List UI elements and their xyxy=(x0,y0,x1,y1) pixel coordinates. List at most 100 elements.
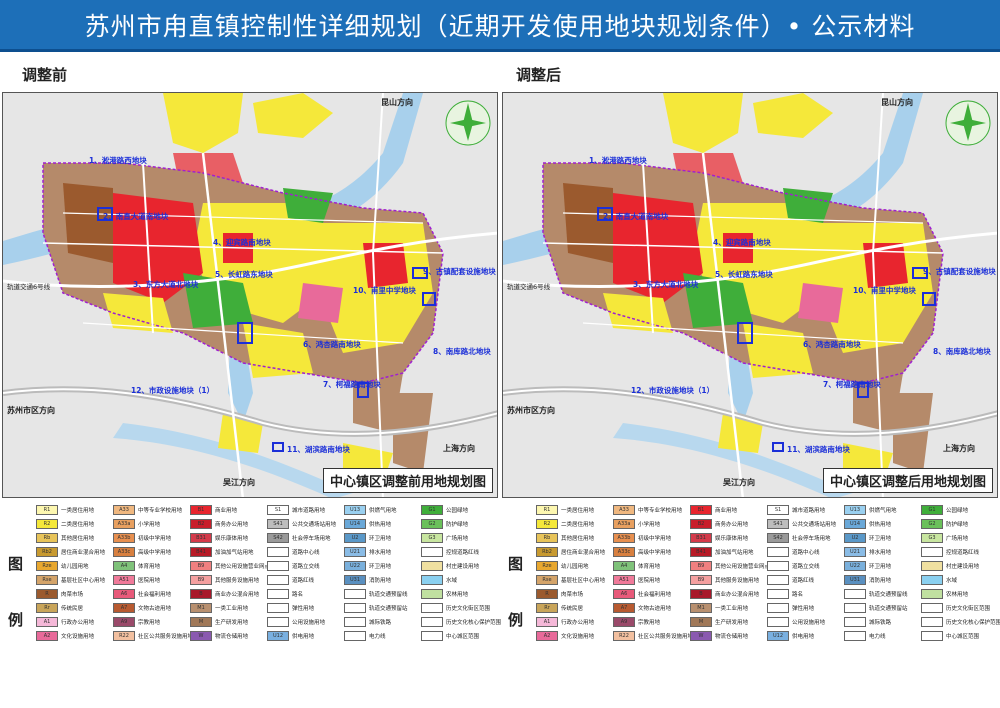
legend-item: R22 社区公共服务设施用地 xyxy=(613,630,693,642)
legend-swatch: B41 xyxy=(690,547,712,557)
legend-item: Rr 传统民居 xyxy=(36,602,83,614)
parcel-label-6: 6、鸿杏路南地块 xyxy=(803,340,861,349)
legend-label: 道路红线 xyxy=(292,578,315,584)
legend-swatch xyxy=(421,589,443,599)
legend-item: U2 环卫用地 xyxy=(344,532,391,544)
legend-swatch xyxy=(844,589,866,599)
legend-item: U21 排水用地 xyxy=(844,546,891,558)
rail-line-label: 轨道交通6号线 xyxy=(507,283,551,291)
legend-label: 文化设施用地 xyxy=(61,634,95,640)
legend-label: 环卫用地 xyxy=(369,564,392,570)
parcel-label-10: 10、甫里中学地块 xyxy=(353,286,416,295)
legend-swatch xyxy=(344,631,366,641)
legend-swatch: A2 xyxy=(36,631,58,641)
parcel-label-8: 8、南库路北地块 xyxy=(433,347,491,356)
legend-label: 生产研发用地 xyxy=(715,620,749,626)
legend-swatch: A4 xyxy=(113,561,135,571)
legend-label: 传统民居 xyxy=(561,606,584,612)
legend-swatch xyxy=(267,575,289,585)
legend-label: 小学用地 xyxy=(638,522,661,528)
legend-swatch xyxy=(267,603,289,613)
legend-swatch xyxy=(844,603,866,613)
legend-item: A33c 高级中学用地 xyxy=(113,546,171,558)
legend-item: A2 文化设施用地 xyxy=(536,630,594,642)
legend-label: 道路红线 xyxy=(792,578,815,584)
parcel-label-7: 7、柯福路南地块 xyxy=(323,380,381,389)
land-use-map-before xyxy=(3,93,497,497)
parcel-label-11: 11、湖滨路南地块 xyxy=(787,445,850,454)
legend-swatch: A2 xyxy=(536,631,558,641)
legend-swatch: A9 xyxy=(113,617,135,627)
parcel-label-9: 9、古镇配套设施地块 xyxy=(923,267,996,276)
legend-item: G3 广场用地 xyxy=(921,532,968,544)
legend-swatch xyxy=(421,603,443,613)
legend-label: 居住商业混合用地 xyxy=(561,550,606,556)
parcel-label-2: 2、南直大道南地块 xyxy=(103,212,169,221)
legend-item: A6 社会福利用地 xyxy=(613,588,671,600)
legend-swatch xyxy=(267,589,289,599)
legend-label: 社会停车场用地 xyxy=(792,536,831,542)
legend-item: R22 社区公共服务设施用地 xyxy=(113,630,193,642)
legend-label: 初级中学用地 xyxy=(138,536,172,542)
legend-swatch: Rr xyxy=(536,603,558,613)
legend-item: R2 二类居住用地 xyxy=(36,518,94,530)
legend-swatch xyxy=(421,617,443,627)
legend-swatch xyxy=(344,603,366,613)
legend-item: 历史文化街区范围 xyxy=(921,602,990,614)
legend-item: 电力线 xyxy=(344,630,386,642)
legend-swatch: A4 xyxy=(613,561,635,571)
legend-item: 轨道交通预留站 xyxy=(844,602,908,614)
legend-label: 排水用地 xyxy=(869,550,892,556)
legend-item: A4 体育用地 xyxy=(113,560,160,572)
legend-label: 防护绿地 xyxy=(446,522,469,528)
legend-item: U12 供电用地 xyxy=(267,630,314,642)
legend-item: M1 一类工业用地 xyxy=(690,602,748,614)
direction-east: 上海方向 xyxy=(443,444,475,453)
legend-swatch xyxy=(767,547,789,557)
legend-swatch: Rb xyxy=(36,533,58,543)
legend-item: B 商业办公混合用地 xyxy=(690,588,759,600)
legend-label: 中等专业学校用地 xyxy=(638,508,683,514)
legend-item: 历史文化核心保护范围 xyxy=(921,616,1000,628)
legend-swatch: B1 xyxy=(190,505,212,515)
legend-swatch xyxy=(267,561,289,571)
legend-label: 供电用地 xyxy=(292,634,315,640)
legend-swatch: U2 xyxy=(344,533,366,543)
legend-label: 控规道路红线 xyxy=(946,550,980,556)
legend-item: A1 行政办公用地 xyxy=(536,616,594,628)
legend-item: U13 供燃气用地 xyxy=(344,504,397,516)
legend-label: 弹性用地 xyxy=(792,606,815,612)
legend-label: 历史文化核心保护范围 xyxy=(446,620,502,626)
legend-item: A33c 高级中学用地 xyxy=(613,546,671,558)
legend-label: 其他公用设施营业网点用地 xyxy=(715,564,782,570)
legend-label: 一类工业用地 xyxy=(215,606,249,612)
legend-label: 弹性用地 xyxy=(292,606,315,612)
map-caption-before: 中心镇区调整前用地规划图 xyxy=(322,468,493,493)
legend-swatch xyxy=(267,617,289,627)
legend-swatch xyxy=(921,603,943,613)
legend-swatch: A7 xyxy=(613,603,635,613)
legend-swatch: G3 xyxy=(421,533,443,543)
parcel-label-1: 1、淞港路西地块 xyxy=(589,156,647,165)
legend-swatch xyxy=(844,617,866,627)
legend-item: A9 宗教用地 xyxy=(613,616,660,628)
legend-label: 轨道交通预留站 xyxy=(369,606,408,612)
legend-item: 村庄建设用地 xyxy=(421,560,479,572)
legend-swatch: A33c xyxy=(613,547,635,557)
legend-swatch: S1 xyxy=(767,505,789,515)
legend-swatch: A51 xyxy=(113,575,135,585)
legend-item: A33 中等专业学校用地 xyxy=(613,504,682,516)
legend-label: 环卫用地 xyxy=(369,536,392,542)
legend-item: 水域 xyxy=(921,574,957,586)
legend-item: 轨道交通预留线 xyxy=(844,588,908,600)
legend-swatch: Rse xyxy=(36,575,58,585)
direction-east: 上海方向 xyxy=(943,444,975,453)
legend-label: 居住商业混合用地 xyxy=(61,550,106,556)
legend-item: 道路立交线 xyxy=(767,560,820,572)
legend-label: 医院用地 xyxy=(138,578,161,584)
legend-item: B9 其他服务设施用地 xyxy=(690,574,759,586)
legend-item: G2 防护绿地 xyxy=(421,518,468,530)
legend-item: U12 供电用地 xyxy=(767,630,814,642)
legend-label: 广场用地 xyxy=(946,536,969,542)
legend-label: 农林用地 xyxy=(446,592,469,598)
